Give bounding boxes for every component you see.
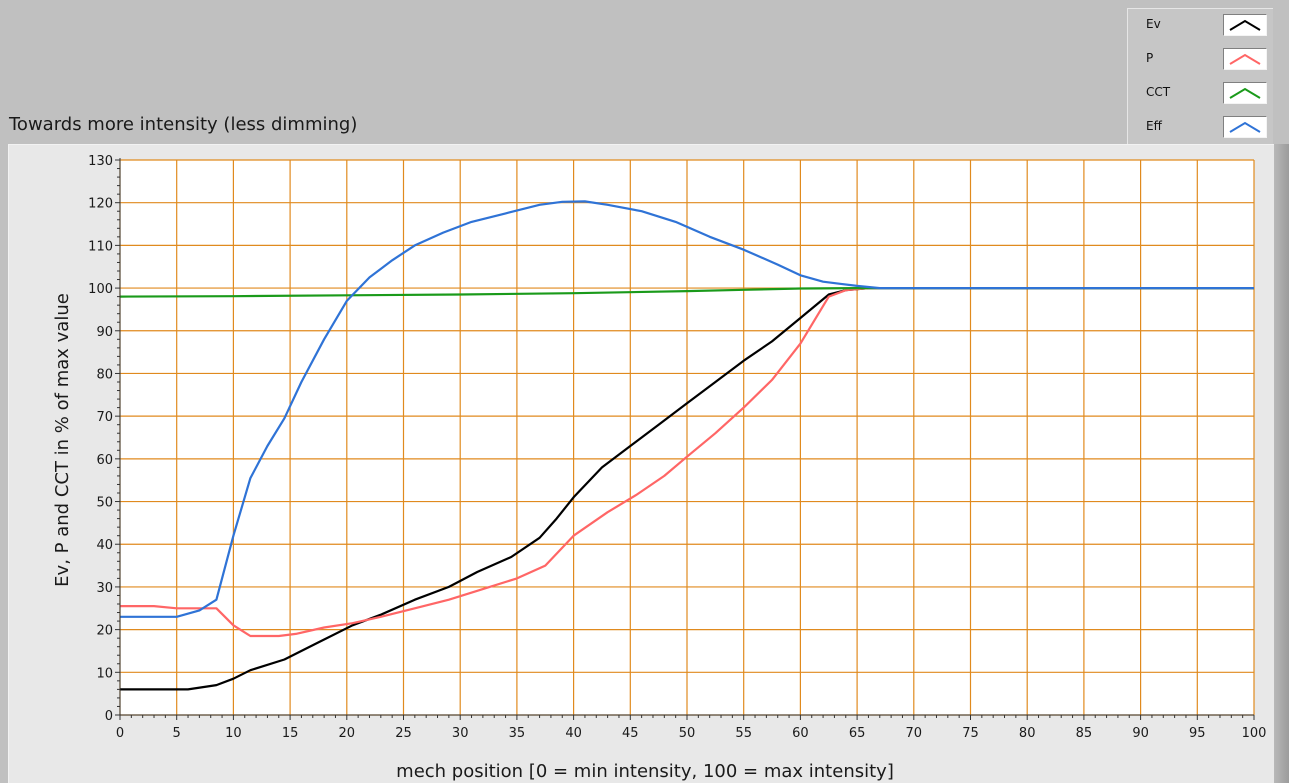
grid-lines (119, 159, 1255, 716)
series-line-eff (120, 200, 1254, 618)
legend-item-ev[interactable]: Ev (1128, 13, 1273, 37)
y-tick-label: 100 (88, 282, 113, 297)
y-tick-label: 60 (96, 453, 113, 468)
y-tick-label: 120 (88, 197, 113, 212)
window-edge-bar (1274, 144, 1289, 783)
x-tick-label: 55 (735, 726, 752, 741)
x-tick-label: 100 (1242, 726, 1267, 741)
y-tick-label: 90 (96, 325, 113, 340)
y-tick-label: 70 (96, 410, 113, 425)
legend-line-cct (1229, 87, 1261, 99)
y-tick-label: 50 (96, 496, 113, 511)
x-tick-label: 45 (622, 726, 639, 741)
y-tick-label: 80 (96, 367, 113, 382)
legend-swatch-eff (1223, 116, 1267, 138)
plot-legend: Ev P CCT Eff (1127, 8, 1273, 145)
legend-label-ev: Ev (1146, 17, 1161, 31)
x-tick-label: 65 (849, 726, 866, 741)
y-tick-label: 30 (96, 581, 113, 596)
x-tick-label: 70 (906, 726, 923, 741)
legend-item-p[interactable]: P (1128, 47, 1273, 71)
x-tick-label: 20 (339, 726, 356, 741)
series-lines (119, 200, 1254, 691)
legend-label-eff: Eff (1146, 119, 1162, 133)
x-tick-label: 15 (282, 726, 299, 741)
x-tick-label: 25 (395, 726, 412, 741)
legend-line-ev (1229, 19, 1261, 31)
legend-line-eff (1229, 121, 1261, 133)
y-tick-label: 110 (88, 239, 113, 254)
x-tick-label: 30 (452, 726, 469, 741)
x-axis-label: mech position [0 = min intensity, 100 = … (396, 761, 894, 782)
y-tick-label: 40 (96, 538, 113, 553)
legend-item-eff[interactable]: Eff (1128, 115, 1273, 139)
x-tick-label: 10 (225, 726, 242, 741)
y-tick-label: 130 (88, 154, 113, 169)
y-tick-label: 10 (96, 666, 113, 681)
legend-label-p: P (1146, 51, 1154, 65)
legend-label-cct: CCT (1146, 85, 1171, 99)
plot-title: Towards more intensity (less dimming) (9, 114, 358, 135)
x-tick-label: 85 (1076, 726, 1093, 741)
legend-swatch-p (1223, 48, 1267, 70)
x-tick-label: 80 (1019, 726, 1036, 741)
y-tick-label: 20 (96, 624, 113, 639)
y-axis-label: Ev, P and CCT in % of max value (52, 293, 73, 587)
x-tick-label: 75 (962, 726, 979, 741)
y-tick-label: 0 (105, 709, 113, 724)
x-tick-label: 90 (1132, 726, 1149, 741)
x-tick-label: 60 (792, 726, 809, 741)
x-tick-label: 5 (173, 726, 181, 741)
legend-swatch-ev (1223, 14, 1267, 36)
legend-item-cct[interactable]: CCT (1128, 81, 1273, 105)
axes: 0 10 20 30 40 50 60 70 80 90 100 110 120 130 0 5 10 15 20 2… (88, 154, 1266, 741)
x-tick-label: 95 (1189, 726, 1206, 741)
x-tick-label: 35 (509, 726, 526, 741)
x-tick-label: 0 (116, 726, 124, 741)
legend-line-p (1229, 53, 1261, 65)
x-tick-label: 40 (565, 726, 582, 741)
x-tick-label: 50 (679, 726, 696, 741)
legend-swatch-cct (1223, 82, 1267, 104)
